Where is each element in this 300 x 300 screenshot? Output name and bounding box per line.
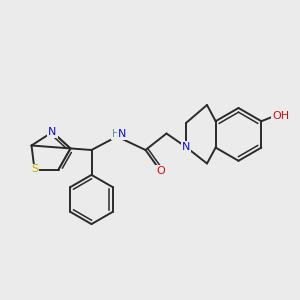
Text: N: N	[118, 129, 126, 140]
Text: H: H	[112, 129, 119, 140]
Text: N: N	[182, 142, 190, 152]
Text: O: O	[156, 166, 165, 176]
Text: OH: OH	[272, 111, 290, 121]
Text: S: S	[31, 164, 38, 175]
Text: N: N	[48, 127, 57, 137]
